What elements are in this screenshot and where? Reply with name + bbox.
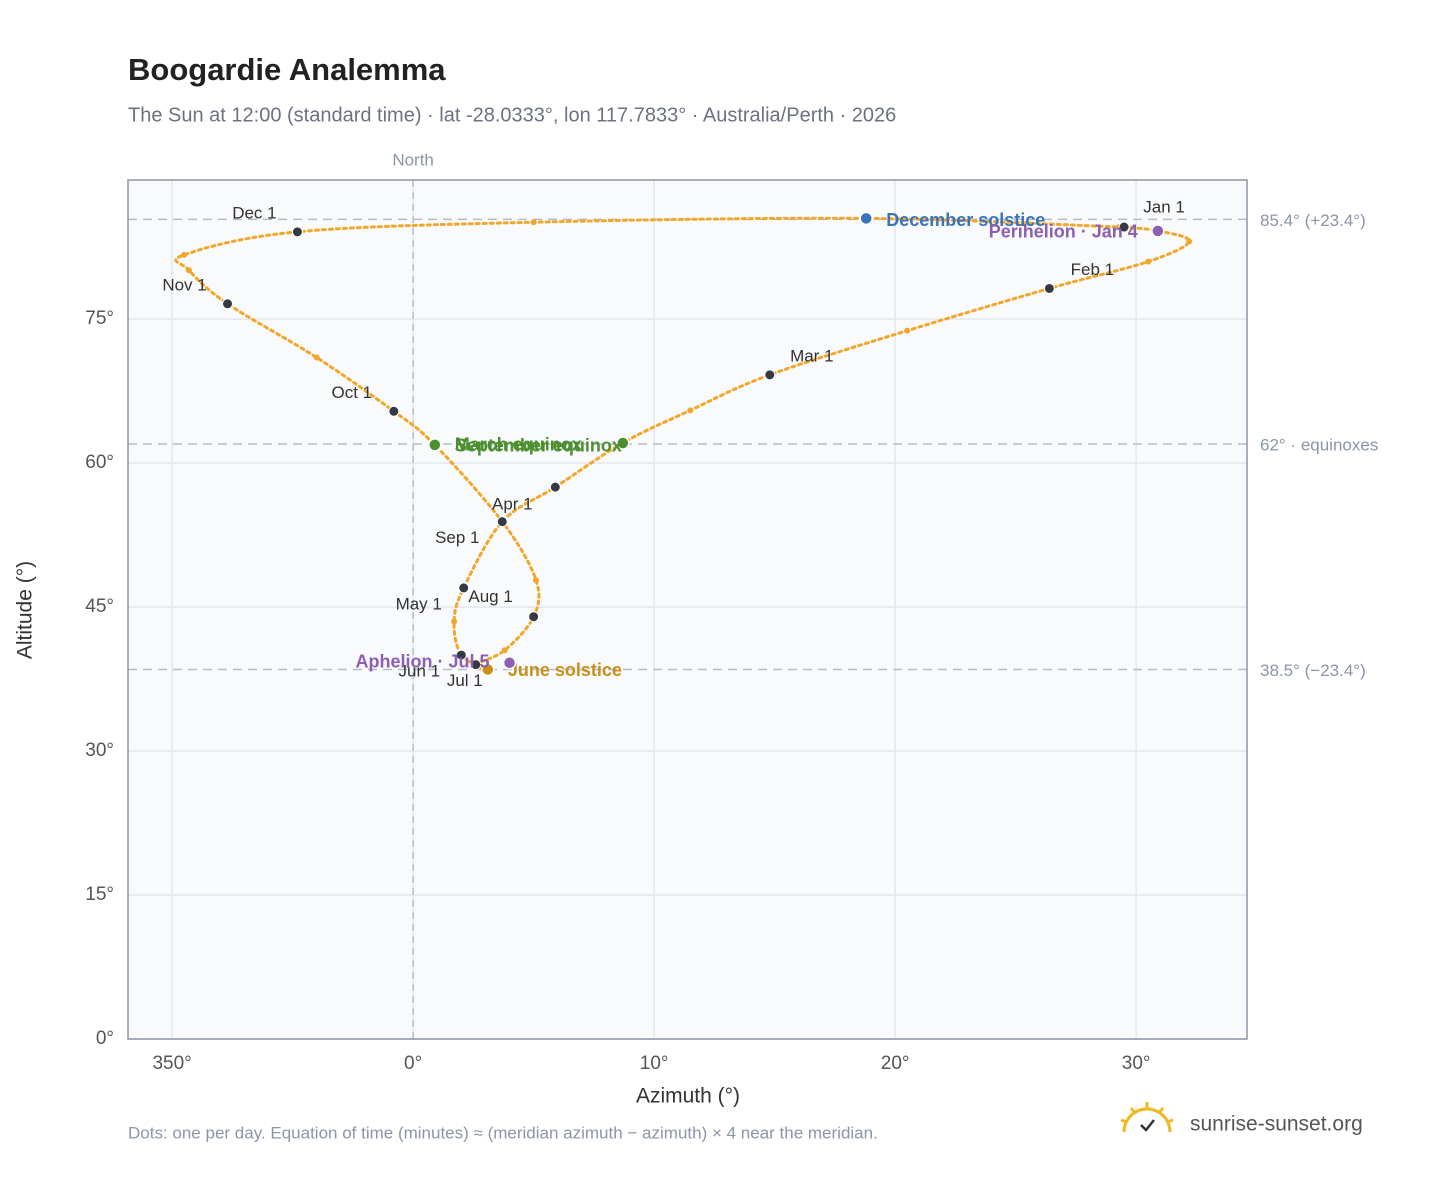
month-dot [1043,282,1055,294]
event-label: September equinox [455,436,622,456]
month-label: Dec 1 [232,203,276,222]
reference-label: 38.5° (−23.4°) [1260,661,1366,680]
event-dot [502,656,517,670]
month-dot [388,405,400,417]
day-dot [1145,258,1152,265]
day-dot [904,327,911,334]
month-label: Nov 1 [162,275,206,294]
x-tick-label: 30° [1122,1053,1151,1074]
event-label: June solstice [508,660,622,680]
reference-label: 85.4° (+23.4°) [1260,211,1366,230]
month-dot [1118,221,1130,233]
month-dot [291,226,303,238]
event-dot [616,436,630,450]
month-dot [455,649,467,661]
plot-layer: Jan 1 Feb 1 Mar 1 Apr 1 May 1 Jun 1 Jul 1 Aug 1… [128,180,1247,1040]
day-dot [530,219,537,226]
month-label: Jun 1 [399,662,441,681]
reference-label: 62° · equinoxes [1260,435,1378,454]
month-dot [222,298,234,310]
month-dot [764,369,776,381]
month-label: Jan 1 [1143,198,1185,217]
event-label: Aphelion · Jul 5 [356,652,490,672]
x-tick-label: 350° [152,1053,191,1074]
y-tick-label: 45° [85,596,114,617]
event-dot [428,438,442,452]
y-tick-label: 60° [85,452,114,473]
plot-area [128,180,1247,1039]
event-dot [1151,224,1165,238]
x-axis-title: Azimuth (°) [636,1085,740,1108]
event-label: Perihelion · Jan 4 [989,222,1138,242]
day-dot [533,577,540,584]
event-dot [859,211,873,226]
month-label: Mar 1 [790,346,833,365]
brand-logo [1120,1102,1174,1133]
month-label: Apr 1 [492,495,533,514]
day-dot [501,647,508,654]
month-dot [458,582,470,594]
month-label: May 1 [396,594,442,613]
y-tick-label: 75° [85,308,114,329]
day-dot [451,618,458,625]
y-tick-label: 15° [85,884,114,905]
month-dot [549,481,561,493]
x-tick-label: 20° [881,1053,910,1074]
month-label: Oct 1 [332,383,373,402]
chart-subtitle: The Sun at 12:00 (standard time) · lat -… [128,104,896,126]
day-dot [1186,238,1193,245]
month-dot [470,659,482,671]
y-tick-label: 0° [96,1028,114,1049]
month-label: Sep 1 [435,528,479,547]
event-label: December solstice [886,210,1045,230]
event-label: March equinox [455,435,582,455]
day-dot [185,267,192,274]
plot-frame [127,179,1248,1040]
day-dot [313,354,320,361]
month-dot [496,516,508,528]
month-label: Feb 1 [1071,260,1114,279]
day-dot [687,407,694,414]
month-dot [528,611,540,623]
month-label: Jul 1 [447,671,483,690]
brand: sunrise-sunset.org [1190,1113,1363,1136]
footnote: Dots: one per day. Equation of time (min… [128,1123,878,1142]
y-axis-title: Altitude (°) [14,561,37,659]
x-tick-label: 10° [640,1053,669,1074]
meridian-label: North [392,150,434,169]
x-tick-label: 0° [404,1053,422,1074]
chart-title: Boogardie Analemma [128,52,446,87]
event-dot [481,662,495,677]
day-dot [181,251,188,258]
month-label: Aug 1 [468,587,512,606]
y-tick-label: 30° [85,740,114,761]
